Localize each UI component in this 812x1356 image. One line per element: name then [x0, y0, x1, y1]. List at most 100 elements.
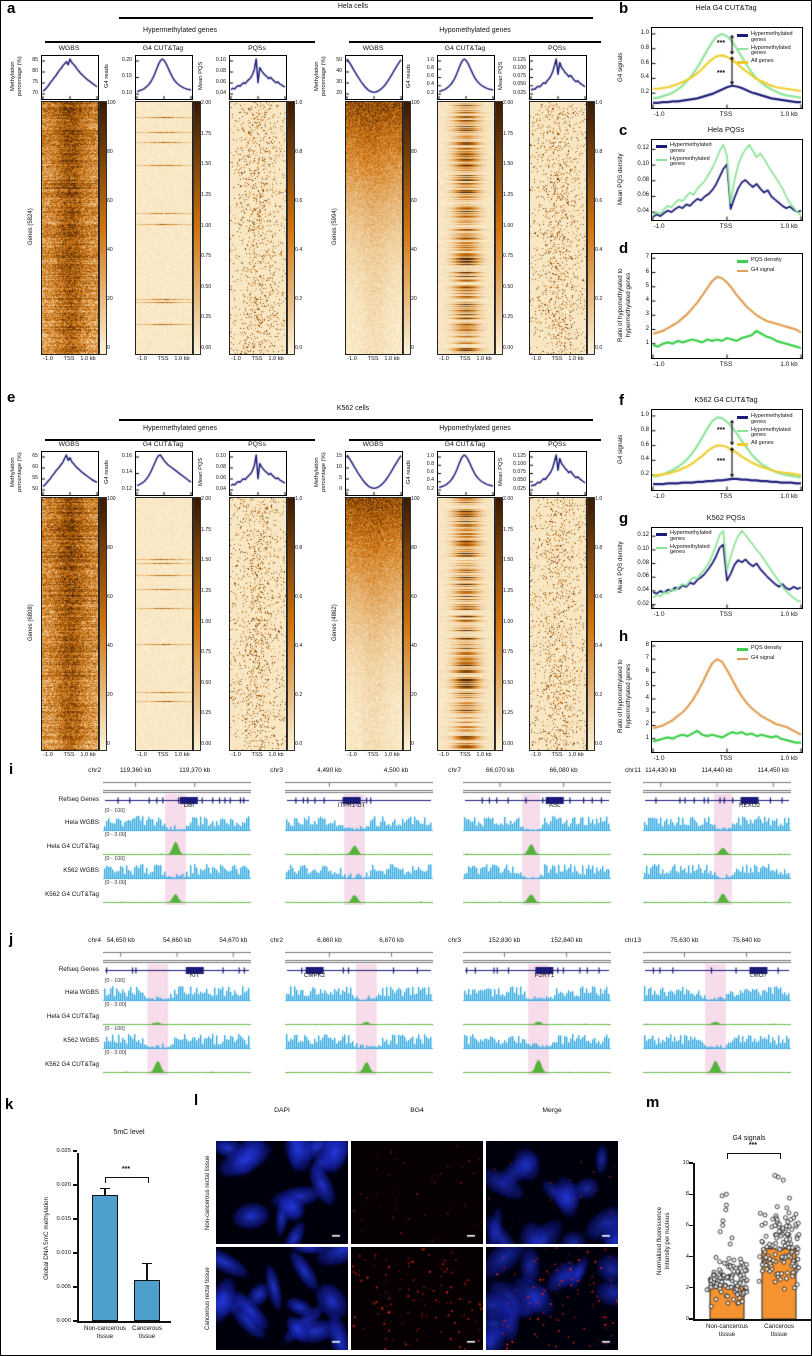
panel-label-d: d [619, 240, 629, 257]
y-tick-mark [73, 1320, 77, 1322]
colorbar-tick: 1.00 [503, 222, 514, 229]
profile-plot [529, 55, 587, 100]
colorbar-tick: 60 [107, 198, 113, 204]
micro-col-header: DAPI [274, 1107, 290, 1114]
error-cap [142, 1262, 152, 1264]
colorbar-tick: 0.75 [201, 253, 212, 260]
profile-ytick: 0.06 [215, 78, 226, 85]
locus-tick: 4,490 kb [317, 767, 342, 774]
panel-label-h: h [619, 628, 629, 645]
chart-ytick: 6 [645, 268, 649, 275]
micro-col-header: BG4 [410, 1107, 424, 1114]
colorbar-tick: 1.00 [503, 618, 514, 625]
track-row-label: Refseq Genes [58, 966, 99, 973]
heatmap-xtick: TSS [63, 752, 75, 758]
colorbar-tick: 20 [107, 296, 113, 302]
locus-tick: 75,630 kb [670, 937, 699, 944]
browser-tracks [463, 949, 611, 1075]
sig-bracket [727, 1153, 781, 1159]
chart-ytick: 0.12 [637, 145, 649, 152]
profile-ylabel: Methylation [314, 457, 320, 487]
heatmap [41, 101, 99, 355]
profile-ylabel: Mean PQS [498, 457, 504, 487]
chart-xtick: TSS [719, 611, 733, 618]
colorbar-tick: 20 [107, 692, 113, 698]
colorbar-tick: 100 [411, 100, 420, 106]
bar-ytick: 0.010 [56, 1250, 71, 1256]
chart-ytick: 7 [645, 254, 649, 261]
colorbar-tick: 0.2 [595, 692, 603, 698]
track-row-label: K562 WGBS [63, 1037, 99, 1044]
legend-label: Hypermethylated genes [670, 530, 712, 542]
genes-count-label: Genes (4862) [332, 604, 338, 642]
heatmap-xtick: -1.0 [43, 356, 53, 362]
profile-ytick: 0.10 [215, 452, 226, 459]
dotbar-ytick: 8 [685, 1191, 689, 1198]
heatmap-xtick: -1.0 [347, 356, 357, 362]
profile-ylabel: G4 reads [104, 64, 110, 88]
colorbar-tick: 0.25 [503, 710, 514, 717]
profile-ytick: 0.100 [513, 64, 526, 71]
colorbar-tick: 0.8 [295, 149, 303, 155]
legend-swatch [656, 145, 667, 148]
dotbar-ylabel: intensity per nucleus [664, 1212, 671, 1270]
colorbar-tick: 0.8 [595, 149, 603, 155]
locus-tick: 114,450 kb [757, 767, 789, 774]
profile-ytick: 0.16 [121, 452, 132, 459]
group-header: Hypomethylated genes [439, 27, 511, 34]
heatmap-xtick: -1.0 [347, 752, 357, 758]
dotbar-ytick: 10 [682, 1160, 689, 1166]
chart-ytick: 1 [645, 734, 649, 741]
colorbar [99, 497, 107, 751]
profile-ytick: 0.10 [121, 89, 132, 96]
chart-ylabel: G4 signals [617, 52, 624, 82]
chart-ytick: 5 [645, 282, 649, 289]
profile-ytick: 80 [32, 67, 38, 74]
panel-label-c: c [619, 122, 628, 139]
chart-ytick: 0.8 [640, 44, 649, 51]
chart-ytick: 3 [645, 311, 649, 318]
y-axis [77, 1153, 79, 1323]
chart-plot [651, 527, 803, 609]
track-row-label: K562 G4 CUT&Tag [45, 1061, 99, 1068]
colorbar [495, 101, 503, 355]
colorbar [403, 497, 411, 751]
chart-ytick: 5 [645, 681, 649, 688]
locus-chrom: chr11 [624, 767, 641, 774]
colorbar-tick: 1.50 [503, 557, 514, 564]
colorbar-tick: 2.00 [503, 496, 514, 502]
profile-ytick: 0.8 [426, 460, 434, 467]
heatmap-xtick: TSS [157, 356, 169, 362]
profile-ytick: 5 [339, 474, 342, 481]
colorbar-tick: 1.00 [201, 618, 212, 625]
profile-ytick: 0.4 [426, 477, 434, 484]
profile-ytick: 55 [32, 474, 38, 481]
colorbar-tick: 0.4 [595, 247, 603, 253]
y-tick-mark [73, 1286, 77, 1288]
profile-ylabel: G4 reads [104, 460, 110, 484]
chart-ytick: 1.0 [640, 411, 649, 418]
column-title: WGBS [362, 441, 384, 448]
locus-tick: 152,830 kb [488, 937, 521, 944]
chart-plot [651, 641, 803, 753]
chart-ytick: 1.0 [640, 29, 649, 36]
colorbar-tick: 20 [411, 296, 417, 302]
y-axis [693, 1163, 695, 1321]
profile-ytick: 0.6 [426, 73, 434, 79]
colorbar-tick: 1.25 [201, 587, 212, 594]
chart-ytick: 0.8 [640, 426, 649, 433]
chart-ytick: 0.04 [637, 208, 649, 215]
bar-xlabel: Non-cancerous [84, 1325, 126, 1332]
group-header: Hypermethylated genes [143, 425, 217, 432]
colorbar-tick: 0.75 [201, 649, 212, 656]
legend-label: G4 signal [751, 266, 775, 273]
colorbar-tick: 0.0 [295, 741, 303, 747]
colorbar-tick: 1.00 [201, 222, 212, 229]
locus-tick: 54,660 kb [162, 937, 192, 944]
profile-ylabel: Methylation [314, 61, 320, 91]
chart-plot [651, 253, 803, 359]
heatmap-xtick: TSS [251, 752, 263, 758]
legend-label: Hypomethylated genes [670, 543, 710, 556]
micro-image-row0-col2 [486, 1141, 618, 1244]
chart-ytick: 2 [645, 721, 649, 728]
